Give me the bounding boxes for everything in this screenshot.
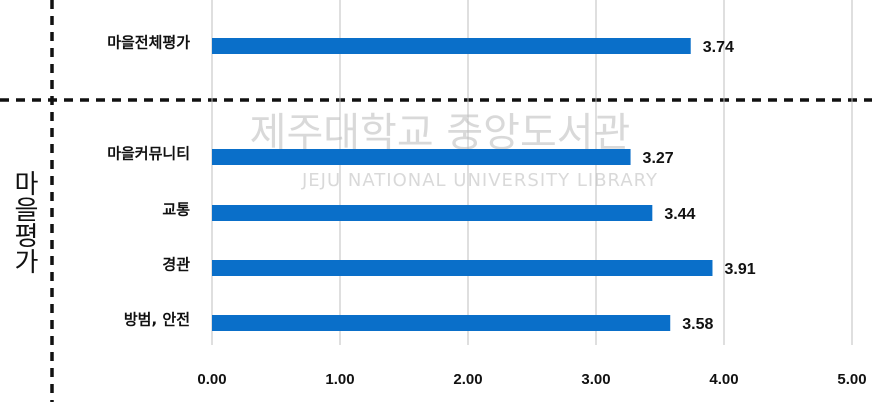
value-label: 3.74: [703, 39, 734, 56]
x-tick-label: 1.00: [325, 371, 354, 388]
x-tick-label: 0.00: [197, 371, 226, 388]
bar: [212, 260, 713, 276]
value-label: 3.44: [664, 206, 695, 223]
x-tick-label: 4.00: [709, 371, 738, 388]
bar: [212, 38, 691, 54]
category-label: 교통: [162, 201, 190, 219]
category-label: 방범, 안전: [124, 311, 190, 329]
value-label: 3.91: [724, 261, 755, 278]
bar: [212, 205, 653, 221]
x-tick-label: 5.00: [837, 371, 866, 388]
group-label: 마을평가: [9, 170, 39, 274]
bar: [212, 149, 631, 165]
watermark: 제주대학교 중앙도서관: [250, 110, 631, 156]
x-tick-label: 2.00: [453, 371, 482, 388]
value-label: 3.27: [643, 150, 674, 167]
x-tick-label: 3.00: [581, 371, 610, 388]
watermark: JEJU NATIONAL UNIVERSITY LIBRARY: [301, 170, 658, 191]
value-label: 3.58: [682, 316, 713, 333]
category-label: 경관: [162, 256, 190, 274]
bar: [212, 315, 671, 331]
category-label: 마을커뮤니티: [107, 145, 190, 163]
category-label: 마을전체평가: [107, 34, 190, 52]
